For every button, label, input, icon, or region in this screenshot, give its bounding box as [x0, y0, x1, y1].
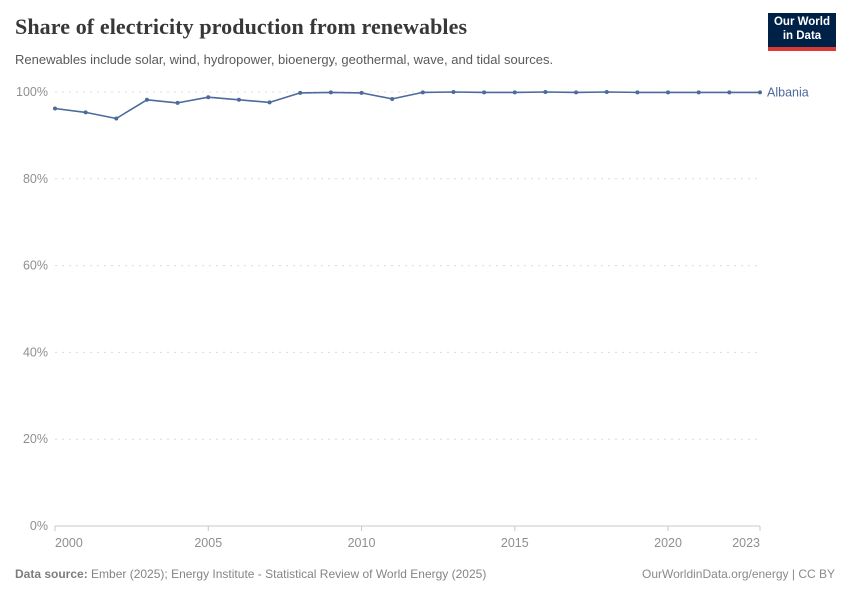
data-source-text: Ember (2025); Energy Institute - Statist… [87, 567, 487, 581]
owid-logo-line1: Our World [773, 16, 830, 29]
y-tick-label: 20% [23, 432, 48, 446]
data-point [727, 90, 732, 95]
data-point [696, 90, 701, 95]
data-source: Data source: Ember (2025); Energy Instit… [15, 567, 486, 581]
data-point [604, 90, 609, 94]
data-point [359, 90, 364, 95]
data-point [236, 97, 241, 102]
chart-footer: Data source: Ember (2025); Energy Instit… [15, 567, 835, 581]
owid-link[interactable]: OurWorldinData.org/energy | CC BY [642, 567, 835, 581]
data-point [53, 106, 57, 111]
data-point [206, 95, 211, 100]
x-tick-label: 2010 [348, 536, 376, 550]
data-point [543, 90, 548, 94]
data-point [114, 116, 119, 121]
data-point [175, 100, 180, 105]
x-tick-label: 2015 [501, 536, 529, 550]
data-line [54, 91, 761, 120]
x-tick-label: 2023 [732, 536, 760, 550]
data-point [390, 96, 395, 101]
data-point [512, 90, 517, 95]
y-tick-label: 0% [30, 519, 48, 533]
data-point [144, 97, 149, 102]
data-point [420, 90, 425, 95]
data-point [482, 90, 487, 95]
y-tick-label: 100% [16, 85, 48, 99]
data-point [267, 100, 272, 105]
data-point [574, 90, 579, 95]
y-tick-label: 60% [23, 259, 48, 273]
chart-title: Share of electricity production from ren… [15, 14, 468, 39]
owid-logo[interactable]: Our World in Data [768, 13, 836, 51]
chart-subtitle: Renewables include solar, wind, hydropow… [15, 52, 554, 67]
data-point [328, 90, 333, 95]
owid-logo-line2: in Data [782, 30, 822, 42]
y-tick-label: 40% [23, 345, 48, 359]
entity-label[interactable]: Albania [767, 85, 809, 99]
data-point [298, 90, 303, 95]
x-tick-label: 2020 [654, 536, 682, 550]
x-tick-label: 2000 [55, 536, 83, 550]
data-source-label: Data source: [15, 567, 88, 581]
data-point [635, 90, 640, 95]
y-tick-label: 80% [23, 172, 48, 186]
data-point [666, 90, 671, 95]
data-point [451, 90, 456, 94]
data-point [758, 90, 762, 95]
data-point [83, 110, 88, 115]
x-tick-label: 2005 [194, 536, 222, 550]
